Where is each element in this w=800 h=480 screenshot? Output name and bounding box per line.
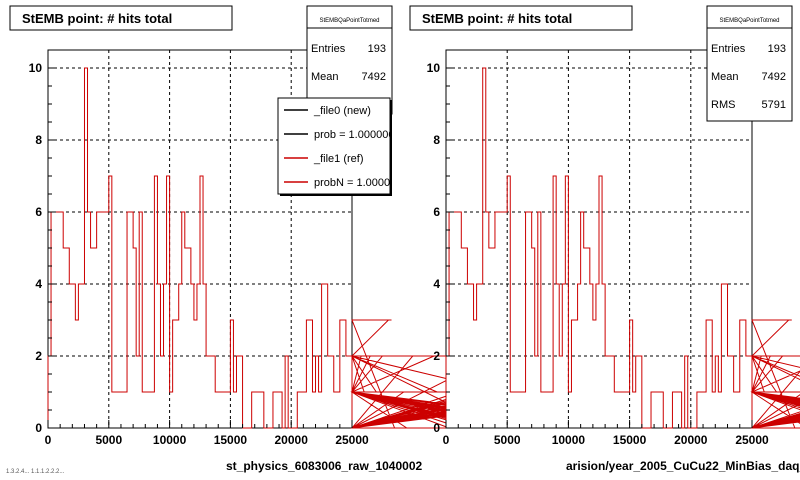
stats-box: StEMBQaPointTotmed Entries 193 Mean 7492 RMS 5… [706,5,793,122]
y-tick-label: 4 [35,277,42,291]
stats-box-title: StEMBQaPointTotmed [719,18,779,24]
y-tick-label: 4 [433,277,440,291]
x-tick-label: 10000 [552,433,586,447]
footer-text: 1.3.2.4... 1.1.1.2.2.2... [6,469,65,475]
stats-entries-label: Entries [311,43,346,55]
stats-box: StEMBQaPointTotmed Entries 193 Mean 7492 [306,5,393,115]
chart-panel-2: 0 5000 10000 15000 20000 25000 0 2 4 6 8 10 StEMB po… [409,5,800,473]
stats-box-frame [306,5,393,115]
legend-entry-label: _file0 (new) [313,105,371,117]
stats-box-frame [706,5,793,122]
chart-title: StEMB point: # hits total [22,11,172,26]
y-tick-label: 2 [433,349,440,363]
x-tick-label: 5000 [95,433,122,447]
x-axis-label: st_physics_6083006_raw_1040002 [226,459,422,473]
title-box [409,5,633,31]
y-tick-label: 6 [35,205,42,219]
y-tick-label: 10 [427,61,441,75]
legend-entry-label: prob = 1.000000 [314,129,394,141]
legend-frame [277,97,391,195]
histogram-series [47,67,657,429]
x-tick-label: 15000 [613,433,647,447]
x-axis-label: arision/year_2005_CuCu22_MinBias_daq_sl3… [566,459,800,473]
stats-entries-label: Entries [711,43,746,55]
chart-title: StEMB point: # hits total [422,11,572,26]
stats-mean-label: Mean [311,71,339,83]
y-tick-label: 10 [29,61,43,75]
title-box [9,5,233,31]
legend-entry-label: _file1 (ref) [313,153,364,165]
legend-entries: _file0 (new) prob = 1.000000 _file1 (ref) p… [284,105,402,189]
stats-entries-value: 193 [768,43,786,55]
stats-mean-value: 7492 [362,71,386,83]
histogram-series [445,67,800,429]
y-tick-label: 0 [35,421,42,435]
x-tick-label: 15000 [214,433,248,447]
legend: _file0 (new) prob = 1.000000 _file1 (ref) p… [277,97,402,196]
x-tick-label: 25000 [335,433,369,447]
stats-entries-value: 193 [368,43,386,55]
stats-box-title: StEMBQaPointTotmed [319,18,379,24]
x-tick-label: 0 [45,433,52,447]
x-tick-label: 20000 [674,433,708,447]
x-tick-label: 25000 [735,433,769,447]
x-tick-label: 10000 [153,433,187,447]
x-tick-label: 5000 [494,433,521,447]
stats-mean-label: Mean [711,71,739,83]
legend-entry-label: probN = 1.000000 [314,177,402,189]
y-tick-label: 2 [35,349,42,363]
stats-rms-label: RMS [711,99,735,111]
y-tick-label: 8 [35,133,42,147]
stats-mean-value: 7492 [762,71,786,83]
y-tick-label: 0 [433,421,440,435]
x-tick-label: 20000 [275,433,309,447]
y-tick-label: 6 [433,205,440,219]
y-tick-label: 8 [433,133,440,147]
x-tick-label: 0 [443,433,450,447]
stats-rms-value: 5791 [762,99,786,111]
